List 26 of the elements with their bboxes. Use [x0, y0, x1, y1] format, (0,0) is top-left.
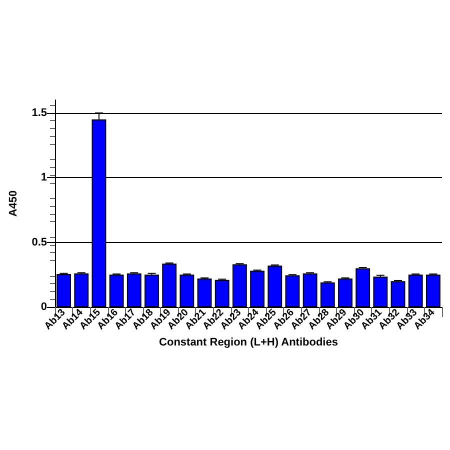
bar	[338, 278, 352, 307]
bar	[302, 273, 318, 307]
y-tick-label: 1	[40, 172, 47, 184]
bar	[126, 273, 142, 307]
bar	[268, 266, 282, 307]
bar	[180, 274, 194, 307]
bar	[408, 274, 423, 307]
bar	[320, 282, 335, 307]
y-tick-label: 0	[40, 301, 47, 313]
bar	[74, 273, 89, 307]
bar	[250, 270, 265, 307]
y-tick-label: 1.5	[32, 106, 47, 119]
bar	[214, 280, 230, 307]
y-tick-label: 0.5	[32, 236, 47, 248]
bar	[162, 264, 177, 307]
bar	[232, 264, 247, 307]
bar	[285, 275, 300, 307]
bar	[144, 274, 159, 307]
x-axis-title: Constant Region (L+H) Antibodies	[159, 336, 338, 348]
bar	[197, 278, 212, 307]
y-axis-title: A450	[8, 190, 20, 217]
bar	[373, 276, 388, 307]
bar	[109, 274, 124, 307]
bar	[390, 281, 406, 307]
bar	[426, 274, 440, 307]
bar	[356, 268, 370, 307]
